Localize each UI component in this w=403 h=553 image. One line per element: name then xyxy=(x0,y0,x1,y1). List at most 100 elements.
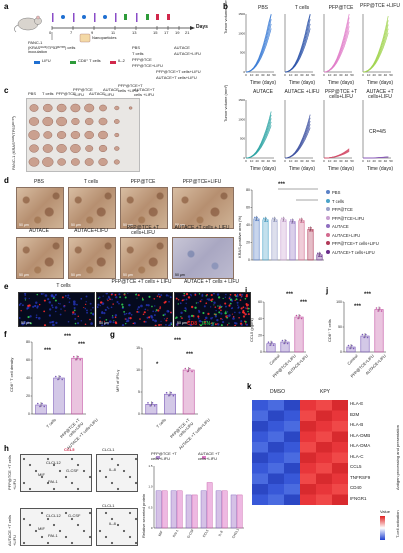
y-tick-label: 80 xyxy=(26,340,30,344)
nucleus-dot xyxy=(90,322,93,325)
heat-cell xyxy=(284,473,300,484)
nucleus-dot xyxy=(51,320,54,324)
nucleus-dot xyxy=(154,319,157,323)
tumor-specimen xyxy=(57,131,67,139)
f-stars-top: *** xyxy=(64,334,72,340)
bar xyxy=(206,482,213,529)
array-spot xyxy=(22,457,26,461)
data-point xyxy=(300,317,303,320)
y-tick-label: 0 xyxy=(260,350,262,354)
scale-bar: 50 μm xyxy=(123,223,133,227)
signal-dot xyxy=(121,303,124,306)
legend-swatch xyxy=(326,190,330,194)
nucleus-dot xyxy=(136,293,138,294)
nucleus-dot xyxy=(80,298,83,300)
tumor-specimen xyxy=(42,144,53,153)
nucleus-dot xyxy=(197,301,199,304)
panel-a-schedule: Days 0 7 9 11 13 15 17 19 21 PANC-1 (KRA… xyxy=(14,6,219,84)
signal-dot xyxy=(154,324,157,326)
ccl5-chart: 0 20 40 60 xyxy=(258,300,306,354)
legend-label: AUTACE+LIFU xyxy=(332,232,361,238)
nucleus-dot xyxy=(54,306,58,309)
legend-swatch xyxy=(202,456,206,459)
day-17: 17 xyxy=(164,30,169,35)
signal-dot xyxy=(202,312,205,315)
growth-line xyxy=(245,114,272,159)
x-tick-label: 20 xyxy=(256,73,260,77)
signal-dot xyxy=(158,324,161,326)
nucleus-dot xyxy=(106,298,109,300)
signal-dot xyxy=(148,316,151,319)
signal-dot xyxy=(234,299,236,301)
nucleus-dot xyxy=(137,306,141,309)
nucleus-dot xyxy=(168,324,171,326)
nucleus-dot xyxy=(102,295,104,297)
data-point xyxy=(317,252,319,255)
bar xyxy=(262,219,269,261)
nucleus-dot xyxy=(127,317,130,320)
growth-line xyxy=(245,111,272,159)
signal-dot xyxy=(113,320,115,322)
signal-dot xyxy=(220,309,222,312)
nucleus-dot xyxy=(97,303,100,306)
x-tick-label: 0 xyxy=(245,73,247,77)
nucleus-dot xyxy=(235,322,238,325)
nucleus-dot xyxy=(183,299,185,301)
signal-dot xyxy=(142,313,145,316)
nucleus-dot xyxy=(32,305,35,308)
signal-dot xyxy=(234,293,237,297)
nucleus-dot xyxy=(35,316,38,319)
nucleus-dot xyxy=(92,306,94,309)
signal-dot xyxy=(186,321,188,323)
signal-dot xyxy=(205,302,208,305)
signal-dot xyxy=(181,299,184,302)
scale-bar: 50 μm xyxy=(99,321,109,325)
array-spot xyxy=(122,469,126,473)
panel-label-f: f xyxy=(4,330,7,339)
nucleus-dot xyxy=(90,309,92,311)
signal-dot xyxy=(175,317,177,319)
bar xyxy=(298,220,305,261)
k-scale-bar xyxy=(380,516,385,540)
y-tick-label: 0 xyxy=(28,412,30,416)
data-point xyxy=(269,344,271,346)
nucleus-dot xyxy=(140,304,143,308)
nucleus-dot xyxy=(200,320,203,323)
days-label: Days xyxy=(196,24,208,30)
signal-dot xyxy=(135,293,137,296)
tumor-specimen xyxy=(114,105,120,111)
nucleus-dot xyxy=(206,298,209,300)
c-ylabel: PANC-1 (KRASᴳ¹²ᴰ/TP53ᴿ²⁷³ᴴ) xyxy=(11,116,16,170)
signal-dot xyxy=(97,297,100,300)
bar xyxy=(271,219,278,261)
data-point xyxy=(170,391,172,394)
y-tick-label: 0 xyxy=(340,350,342,354)
nucleus-dot xyxy=(40,293,43,296)
heat-cell xyxy=(316,400,332,411)
day-7: 7 xyxy=(70,30,73,35)
d-title-8: AUTACE +T cells + LIFU xyxy=(174,225,230,231)
gene-label: HLA-E xyxy=(350,401,364,406)
nucleus-dot xyxy=(26,321,30,324)
nucleus-dot xyxy=(108,308,110,310)
ihc-image-autace-lifu: 50 μm xyxy=(68,237,116,279)
legend-il2: IL-2 xyxy=(118,58,125,63)
array-spot xyxy=(40,475,44,479)
y-tick-label: 20 xyxy=(246,241,250,245)
nucleus-dot xyxy=(80,320,83,322)
gene-label: HLA-DMA xyxy=(350,443,371,448)
array-spot xyxy=(122,529,126,533)
ihc-image-autace: 50 μm xyxy=(16,237,64,279)
array-spot xyxy=(64,475,68,479)
heat-cell xyxy=(268,442,284,453)
x-tick-label: 0 xyxy=(245,159,247,163)
x-tick-label: 40 xyxy=(306,73,310,77)
data-point xyxy=(291,222,293,224)
heat-cell xyxy=(332,452,348,463)
nucleus-dot xyxy=(19,316,21,319)
y-tick-label: 10 xyxy=(136,368,140,372)
data-point xyxy=(351,344,353,347)
f-stars-right: *** xyxy=(78,342,86,348)
data-point xyxy=(302,221,304,223)
nucleus-dot xyxy=(76,303,78,306)
